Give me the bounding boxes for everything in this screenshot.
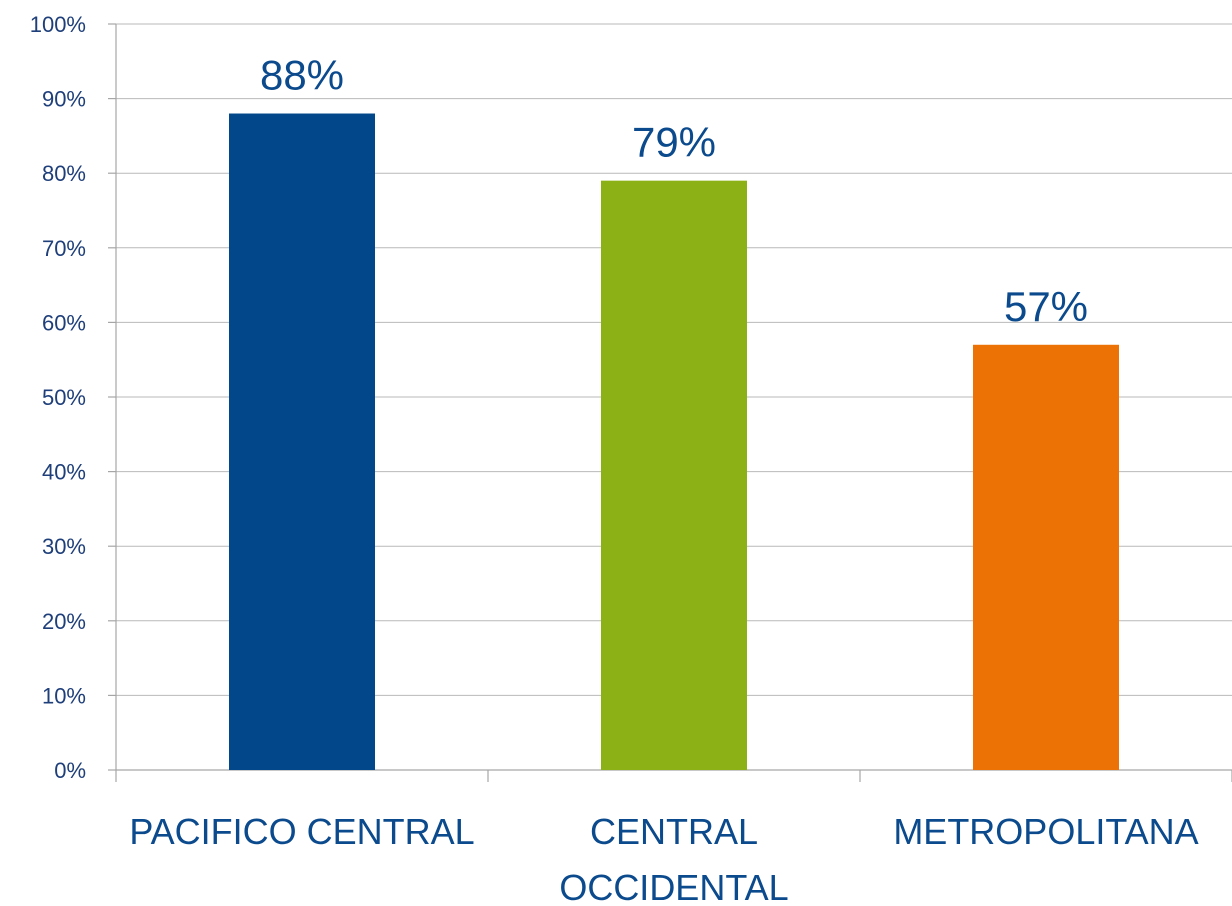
- x-category-label: CENTRAL: [590, 811, 758, 852]
- y-tick-label: 10%: [42, 683, 86, 708]
- y-tick-label: 80%: [42, 161, 86, 186]
- y-tick-label: 100%: [30, 12, 86, 37]
- y-tick-label: 30%: [42, 534, 86, 559]
- category-labels: PACIFICO CENTRAL CENTRAL OCCIDENTAL METROPO…: [129, 811, 1198, 906]
- y-tick-label: 90%: [42, 87, 86, 112]
- data-label: 88%: [260, 52, 344, 99]
- y-axis-ticks: 0% 10% 20% 30% 40% 50% 60% 70% 80% 90% 100%: [30, 12, 116, 783]
- bar: [973, 344, 1119, 770]
- data-label: 57%: [1004, 283, 1088, 330]
- y-tick-label: 70%: [42, 236, 86, 261]
- data-labels: 88% 79% 57%: [260, 52, 1088, 330]
- bar: [601, 180, 747, 770]
- data-label: 79%: [632, 119, 716, 166]
- x-category-label: OCCIDENTAL: [559, 867, 788, 906]
- y-tick-label: 50%: [42, 385, 86, 410]
- y-tick-label: 20%: [42, 609, 86, 634]
- bar: [229, 113, 375, 770]
- x-category-label: PACIFICO CENTRAL: [129, 811, 474, 852]
- bars: [229, 113, 1119, 770]
- y-tick-label: 60%: [42, 310, 86, 335]
- x-category-label: METROPOLITANA: [893, 811, 1198, 852]
- y-tick-label: 0%: [54, 758, 86, 783]
- y-tick-label: 40%: [42, 460, 86, 485]
